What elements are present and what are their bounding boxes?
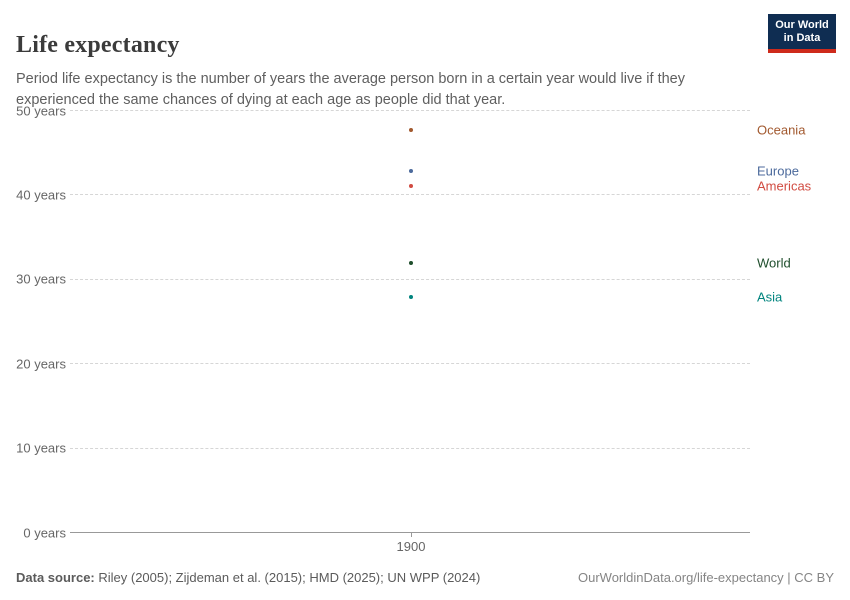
y-tick-label: 30 years xyxy=(16,271,66,287)
gridline xyxy=(70,447,750,449)
owid-logo-accent-bar xyxy=(768,49,836,53)
data-source-text: Riley (2005); Zijdeman et al. (2015); HM… xyxy=(94,570,481,585)
legend-label-oceania: Oceania xyxy=(757,122,806,138)
data-point-europe xyxy=(409,168,413,173)
legend-label-world: World xyxy=(757,255,791,271)
legend-label-asia: Asia xyxy=(757,289,783,305)
gridline xyxy=(70,363,750,365)
y-tick-label: 50 years xyxy=(16,103,66,118)
credit-note: OurWorldinData.org/life-expectancy | CC … xyxy=(577,570,834,585)
legend-label-europe: Europe xyxy=(757,163,799,179)
data-point-world xyxy=(409,260,413,265)
gridline xyxy=(70,278,750,280)
owid-logo-line1: Our World xyxy=(775,19,829,31)
chart-footer: Data source: Riley (2005); Zijdeman et a… xyxy=(16,570,834,585)
chart-subtitle: Period life expectancy is the number of … xyxy=(16,70,685,108)
x-tick-label: 1900 xyxy=(396,539,426,554)
owid-logo-box: Our World in Data xyxy=(768,14,836,49)
owid-logo: Our World in Data xyxy=(768,14,836,53)
y-tick-label: 20 years xyxy=(16,356,66,372)
data-source-note: Data source: Riley (2005); Zijdeman et a… xyxy=(16,570,480,585)
y-tick-label: 0 years xyxy=(23,525,66,540)
data-point-oceania xyxy=(409,128,413,133)
y-tick-label: 10 years xyxy=(16,440,66,456)
data-point-americas xyxy=(409,183,413,188)
data-source-label: Data source: xyxy=(16,570,95,585)
y-tick-label: 40 years xyxy=(16,187,66,203)
data-point-asia xyxy=(409,295,413,300)
x-axis-line xyxy=(70,532,750,533)
gridline xyxy=(70,194,750,196)
page-title: Life expectancy xyxy=(16,32,180,59)
owid-logo-line2: in Data xyxy=(783,32,821,44)
gridline xyxy=(70,110,750,111)
x-tick-mark xyxy=(411,533,412,537)
legend-label-americas: Americas xyxy=(757,178,812,194)
